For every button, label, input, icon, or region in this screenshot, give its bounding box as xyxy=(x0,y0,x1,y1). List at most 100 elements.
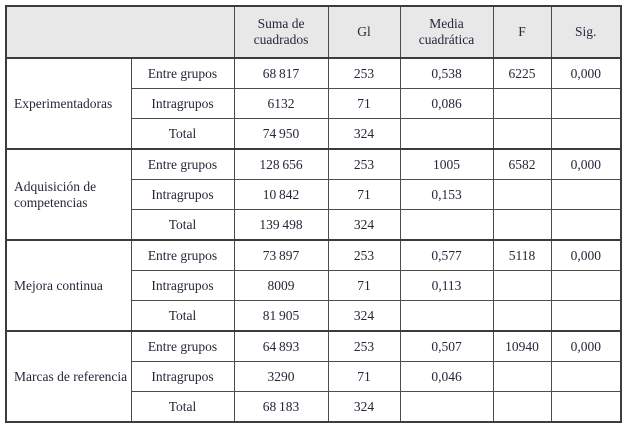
value-cell-gl: 71 xyxy=(327,270,401,301)
value-cell-media xyxy=(399,391,494,423)
value-cell-gl: 253 xyxy=(327,239,401,271)
value-cell-media: 0,153 xyxy=(399,179,494,210)
value-cell-suma: 73 897 xyxy=(233,239,329,271)
value-cell-media: 0,507 xyxy=(399,330,494,362)
value-cell-gl: 324 xyxy=(327,300,401,332)
value-cell-gl: 324 xyxy=(327,391,401,423)
header-gl: Gl xyxy=(327,5,401,59)
header-f: F xyxy=(492,5,552,59)
anova-table: Suma de cuadrados Gl Media cuadrática F … xyxy=(5,5,622,423)
row-label-cell: Total xyxy=(130,118,235,150)
table-row: Total 74 950 324 xyxy=(6,118,622,150)
value-cell-sig xyxy=(550,361,622,392)
category-cell: Adquisición de competencias xyxy=(5,148,132,241)
value-cell-media xyxy=(399,300,494,332)
row-label-cell: Total xyxy=(130,300,235,332)
category-cell: Experimentadoras xyxy=(5,57,132,150)
header-row: Suma de cuadrados Gl Media cuadrática F … xyxy=(5,5,622,59)
value-cell-suma: 68 817 xyxy=(233,57,329,89)
value-cell-f xyxy=(492,300,552,332)
value-cell-suma: 128 656 xyxy=(233,148,329,180)
value-cell-gl: 324 xyxy=(327,118,401,150)
value-cell-f xyxy=(492,209,552,241)
category-cell: Marcas de referencia xyxy=(5,330,132,423)
value-cell-gl: 253 xyxy=(327,330,401,362)
value-cell-media: 0,046 xyxy=(399,361,494,392)
value-cell-f: 6582 xyxy=(492,148,552,180)
table-row: Intragrupos 3290 71 0,046 xyxy=(6,361,622,392)
value-cell-sig xyxy=(550,270,622,301)
value-cell-f xyxy=(492,361,552,392)
header-sig: Sig. xyxy=(550,5,622,59)
category-cell: Mejora continua xyxy=(5,239,132,332)
header-media-cuadratica: Media cuadrática xyxy=(399,5,494,59)
table-row: Intragrupos 6132 71 0,086 xyxy=(6,88,622,119)
value-cell-gl: 71 xyxy=(327,88,401,119)
value-cell-sig xyxy=(550,88,622,119)
value-cell-f xyxy=(492,179,552,210)
row-label-cell: Entre grupos xyxy=(130,148,235,180)
value-cell-sig xyxy=(550,391,622,423)
row-label-cell: Entre grupos xyxy=(130,57,235,89)
value-cell-suma: 6132 xyxy=(233,88,329,119)
value-cell-gl: 71 xyxy=(327,179,401,210)
group-mejora-continua: Mejora continua Entre grupos 73 897 253 … xyxy=(5,239,622,332)
value-cell-sig: 0,000 xyxy=(550,57,622,89)
group-experimentadoras: Experimentadoras Entre grupos 68 817 253… xyxy=(5,57,622,150)
row-label-cell: Intragrupos xyxy=(130,361,235,392)
value-cell-suma: 81 905 xyxy=(233,300,329,332)
value-cell-suma: 68 183 xyxy=(233,391,329,423)
value-cell-suma: 139 498 xyxy=(233,209,329,241)
table-row: Intragrupos 10 842 71 0,153 xyxy=(6,179,622,210)
value-cell-sig xyxy=(550,118,622,150)
group-adquisicion-de-competencias: Adquisición de competencias Entre grupos… xyxy=(5,148,622,241)
group-marcas-de-referencia: Marcas de referencia Entre grupos 64 893… xyxy=(5,330,622,423)
value-cell-f: 10940 xyxy=(492,330,552,362)
value-cell-media xyxy=(399,209,494,241)
value-cell-suma: 8009 xyxy=(233,270,329,301)
row-label-cell: Entre grupos xyxy=(130,330,235,362)
value-cell-sig xyxy=(550,179,622,210)
value-cell-f xyxy=(492,270,552,301)
table-row: Intragrupos 8009 71 0,113 xyxy=(6,270,622,301)
value-cell-suma: 74 950 xyxy=(233,118,329,150)
table-row: Adquisición de competencias Entre grupos… xyxy=(5,148,622,241)
table-row: Marcas de referencia Entre grupos 64 893… xyxy=(5,330,622,423)
row-label-cell: Total xyxy=(130,209,235,241)
value-cell-gl: 253 xyxy=(327,148,401,180)
value-cell-gl: 71 xyxy=(327,361,401,392)
table-row: Mejora continua Entre grupos 73 897 253 … xyxy=(5,239,622,332)
value-cell-sig: 0,000 xyxy=(550,148,622,180)
value-cell-sig: 0,000 xyxy=(550,330,622,362)
value-cell-gl: 324 xyxy=(327,209,401,241)
header-corner-cell xyxy=(5,5,235,59)
value-cell-f xyxy=(492,391,552,423)
table-row: Total 139 498 324 xyxy=(6,209,622,241)
row-label-cell: Intragrupos xyxy=(130,270,235,301)
value-cell-media: 1005 xyxy=(399,148,494,180)
value-cell-media: 0,577 xyxy=(399,239,494,271)
value-cell-f xyxy=(492,88,552,119)
row-label-cell: Intragrupos xyxy=(130,179,235,210)
value-cell-media: 0,086 xyxy=(399,88,494,119)
value-cell-media: 0,113 xyxy=(399,270,494,301)
row-label-cell: Entre grupos xyxy=(130,239,235,271)
value-cell-sig xyxy=(550,300,622,332)
value-cell-suma: 64 893 xyxy=(233,330,329,362)
value-cell-suma: 3290 xyxy=(233,361,329,392)
value-cell-gl: 253 xyxy=(327,57,401,89)
value-cell-f: 5118 xyxy=(492,239,552,271)
value-cell-f: 6225 xyxy=(492,57,552,89)
value-cell-suma: 10 842 xyxy=(233,179,329,210)
table-header: Suma de cuadrados Gl Media cuadrática F … xyxy=(5,5,622,59)
value-cell-media: 0,538 xyxy=(399,57,494,89)
value-cell-media xyxy=(399,118,494,150)
row-label-cell: Total xyxy=(130,391,235,423)
row-label-cell: Intragrupos xyxy=(130,88,235,119)
value-cell-f xyxy=(492,118,552,150)
header-suma-de-cuadrados: Suma de cuadrados xyxy=(233,5,329,59)
value-cell-sig xyxy=(550,209,622,241)
value-cell-sig: 0,000 xyxy=(550,239,622,271)
table-row: Experimentadoras Entre grupos 68 817 253… xyxy=(5,57,622,150)
